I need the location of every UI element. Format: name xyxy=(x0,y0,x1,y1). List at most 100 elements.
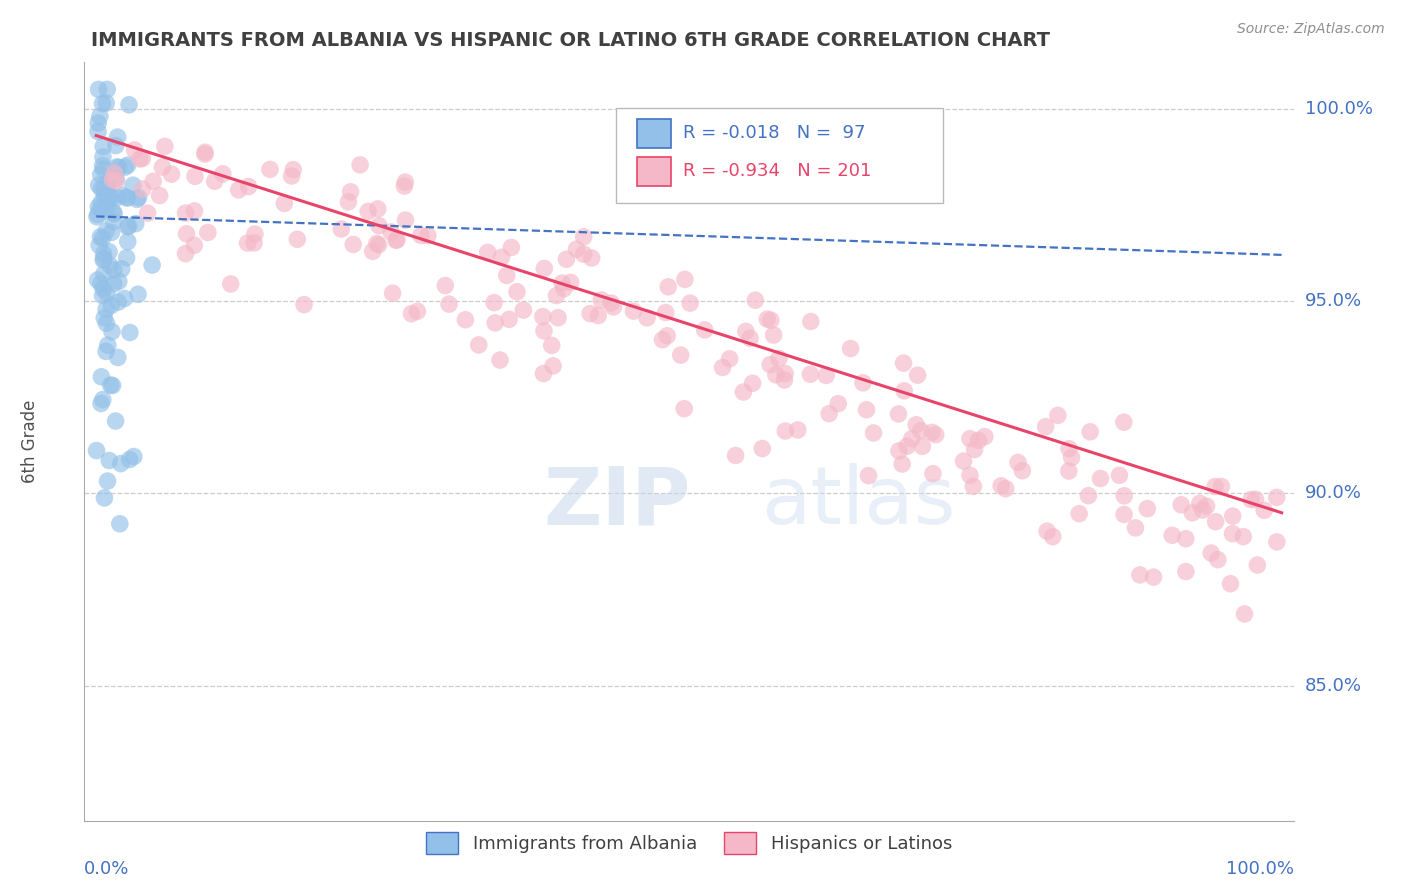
Point xyxy=(1125,521,1147,535)
Point xyxy=(93,247,115,261)
Point xyxy=(560,276,582,290)
Point xyxy=(759,358,782,372)
Point xyxy=(101,378,124,392)
Point xyxy=(1161,528,1184,542)
Point xyxy=(87,124,110,138)
Point xyxy=(122,178,145,193)
Point xyxy=(773,373,796,387)
Point xyxy=(724,449,747,463)
Point xyxy=(96,202,118,216)
Point xyxy=(911,439,934,453)
Point xyxy=(1204,479,1226,493)
Point xyxy=(401,307,423,321)
Point xyxy=(541,359,564,373)
Point xyxy=(91,162,114,177)
Point xyxy=(1246,558,1268,572)
Point xyxy=(506,285,529,299)
Point xyxy=(93,310,115,325)
Point xyxy=(1206,552,1229,566)
Point xyxy=(994,482,1017,496)
Point xyxy=(1181,506,1204,520)
Point xyxy=(91,282,114,296)
Point xyxy=(669,348,692,362)
Point xyxy=(491,250,513,264)
Point xyxy=(1199,546,1222,560)
Point xyxy=(93,491,115,505)
Point xyxy=(89,229,111,244)
Point xyxy=(89,202,111,216)
Point xyxy=(887,407,910,421)
Point xyxy=(959,468,981,483)
Point xyxy=(744,293,766,308)
Point xyxy=(114,292,136,306)
Point xyxy=(533,261,555,276)
Legend: Immigrants from Albania, Hispanics or Latinos: Immigrants from Albania, Hispanics or La… xyxy=(419,824,959,861)
Point xyxy=(149,188,172,202)
Point xyxy=(115,190,138,204)
Point xyxy=(107,274,129,288)
Point xyxy=(893,356,915,370)
Point xyxy=(762,328,785,343)
Point xyxy=(131,182,153,196)
Point xyxy=(103,207,125,221)
Point xyxy=(368,219,391,233)
Point xyxy=(657,328,679,343)
Point xyxy=(907,368,929,383)
Point xyxy=(94,224,117,238)
Point xyxy=(1090,471,1112,485)
Point xyxy=(89,238,111,252)
Point xyxy=(952,454,974,468)
Point xyxy=(273,196,295,211)
Point xyxy=(91,252,114,267)
Point xyxy=(733,385,755,400)
Point xyxy=(1222,526,1244,541)
Point xyxy=(330,222,353,236)
Point xyxy=(100,225,122,239)
Point xyxy=(366,236,388,251)
Point xyxy=(184,169,207,184)
Point xyxy=(600,296,623,310)
Point xyxy=(1222,509,1244,524)
Point xyxy=(219,277,242,291)
Point xyxy=(1069,507,1091,521)
Point xyxy=(555,252,578,267)
Text: 100.0%: 100.0% xyxy=(1305,100,1372,118)
Point xyxy=(283,162,305,177)
Point xyxy=(990,479,1012,493)
Point xyxy=(818,407,841,421)
Point xyxy=(381,286,404,301)
Point xyxy=(86,210,108,224)
Text: atlas: atlas xyxy=(762,463,956,541)
Point xyxy=(103,205,125,219)
Point xyxy=(751,442,773,456)
Point xyxy=(105,191,128,205)
Point xyxy=(194,147,217,161)
Point xyxy=(498,312,520,326)
Point xyxy=(194,145,217,160)
Point xyxy=(122,450,145,464)
Point xyxy=(292,298,315,312)
Point xyxy=(967,434,990,448)
Point xyxy=(98,244,121,259)
Point xyxy=(1042,530,1064,544)
Point xyxy=(103,215,125,229)
Point xyxy=(342,237,364,252)
Point xyxy=(339,185,361,199)
Point xyxy=(96,194,118,209)
Point xyxy=(1114,489,1136,503)
Point xyxy=(98,192,121,206)
Point xyxy=(160,167,183,181)
Point xyxy=(91,288,114,302)
Point xyxy=(1174,565,1197,579)
Point xyxy=(93,252,115,266)
Point xyxy=(236,235,259,250)
Point xyxy=(1036,524,1059,538)
Point xyxy=(285,232,308,246)
Point xyxy=(105,171,128,186)
Point xyxy=(1219,576,1241,591)
Point xyxy=(565,242,588,256)
Point xyxy=(105,160,128,174)
Point xyxy=(657,280,679,294)
Point xyxy=(103,262,125,277)
Point xyxy=(905,417,928,432)
